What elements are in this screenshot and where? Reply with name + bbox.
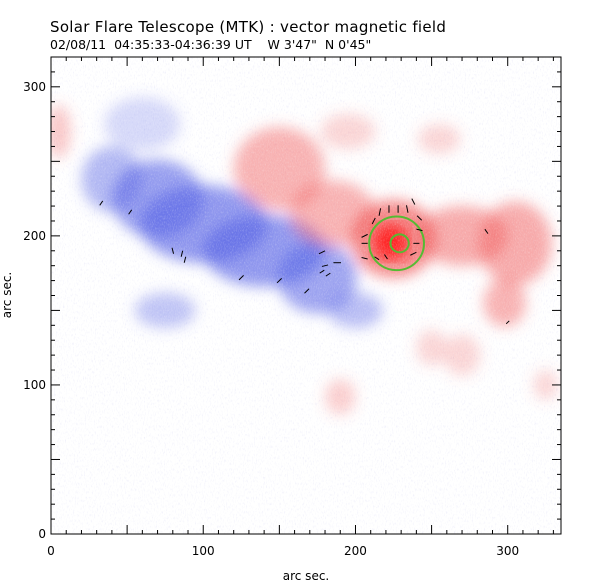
intensity-contour-0 xyxy=(368,215,425,272)
contour-layer xyxy=(368,215,425,272)
y-axis-label: arc sec. xyxy=(0,272,14,318)
vector-layer xyxy=(99,198,510,325)
field-vector-2 xyxy=(171,247,175,254)
x-tick-label-200: 200 xyxy=(344,544,367,558)
field-vector-26 xyxy=(374,256,380,261)
field-vector-6 xyxy=(276,278,282,284)
field-vector-17 xyxy=(378,208,382,216)
y-tick-label-100: 100 xyxy=(23,378,46,392)
x-tick-label-100: 100 xyxy=(192,544,215,558)
axis-ticks xyxy=(50,56,561,535)
x-axis-label: arc sec. xyxy=(283,569,329,583)
y-tick-label-300: 300 xyxy=(23,80,46,94)
y-tick-label-0: 0 xyxy=(38,527,46,541)
field-vector-15 xyxy=(361,257,368,260)
field-vector-28 xyxy=(484,228,489,234)
axis-tick-labels: 0 100 200 300 0 100 200 300 xyxy=(23,80,519,558)
x-tick-label-0: 0 xyxy=(47,544,55,558)
field-vector-23 xyxy=(416,228,423,232)
field-vector-4 xyxy=(183,256,187,263)
field-vector-20 xyxy=(405,205,409,213)
chart-subtitle: 02/08/11 04:35:33-04:36:39 UT W 3'47" N … xyxy=(50,37,372,52)
texture-grain xyxy=(51,57,561,534)
field-vector-3 xyxy=(180,250,184,257)
field-vector-5 xyxy=(238,275,244,281)
field-vector-27 xyxy=(383,254,388,260)
chart-title: Solar Flare Telescope (MTK) : vector mag… xyxy=(50,18,447,36)
field-vector-0 xyxy=(99,200,104,206)
x-tick-label-300: 300 xyxy=(496,544,519,558)
field-vector-7 xyxy=(304,288,310,294)
intensity-contour-1 xyxy=(389,233,410,254)
y-tick-label-200: 200 xyxy=(23,229,46,243)
field-vector-16 xyxy=(371,217,376,225)
field-vector-8 xyxy=(318,250,326,255)
field-vector-9 xyxy=(321,264,329,267)
field-vector-10 xyxy=(325,272,331,277)
field-vector-13 xyxy=(361,233,368,238)
field-vector-11 xyxy=(319,269,325,274)
field-vector-25 xyxy=(410,251,417,256)
field-vector-1 xyxy=(128,209,133,215)
field-vector-29 xyxy=(505,320,510,325)
field-vector-21 xyxy=(411,198,416,205)
field-vector-22 xyxy=(416,215,423,221)
